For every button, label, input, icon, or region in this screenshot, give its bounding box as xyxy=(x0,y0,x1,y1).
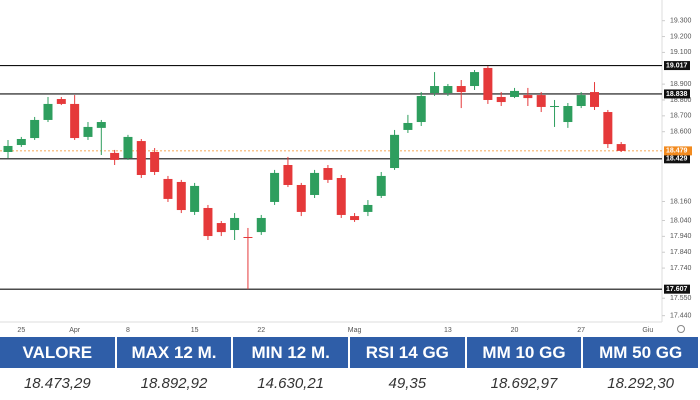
candle-body xyxy=(590,92,600,107)
x-tick-label: 13 xyxy=(444,327,452,334)
y-tick-label: 19.200 xyxy=(670,33,692,40)
candle-body xyxy=(483,67,493,100)
x-tick-label: Giu xyxy=(642,327,653,334)
candle-body xyxy=(403,122,413,130)
candle-body xyxy=(230,217,240,231)
candle-body xyxy=(150,151,160,172)
last-price-label: 18.479 xyxy=(666,148,688,155)
level-box xyxy=(664,89,690,99)
level-box xyxy=(664,154,690,164)
candle-body xyxy=(456,86,466,93)
candle-body xyxy=(3,145,13,152)
level-label: 17.607 xyxy=(666,286,688,293)
table-header: MM 50 GG xyxy=(583,337,700,368)
table-header: VALORE xyxy=(0,337,117,368)
candle-body xyxy=(576,95,586,107)
candle-body xyxy=(510,90,520,97)
candle-body xyxy=(163,178,173,199)
candle-body xyxy=(176,181,186,211)
candle-body xyxy=(350,216,360,221)
last-price-box xyxy=(664,146,692,156)
y-tick-label: 18.800 xyxy=(670,97,692,104)
x-tick-label: 25 xyxy=(17,327,25,334)
candle-body xyxy=(56,99,66,104)
table-header: RSI 14 GG xyxy=(349,337,467,368)
candle-body xyxy=(70,103,80,139)
table-cell: 49,35 xyxy=(350,368,467,400)
candle-body xyxy=(470,72,480,87)
level-label: 19.017 xyxy=(666,62,688,69)
candle-body xyxy=(336,178,346,215)
x-tick-label: 15 xyxy=(191,327,199,334)
candle-body xyxy=(96,122,106,128)
candle-body xyxy=(123,136,133,159)
y-tick-label: 18.900 xyxy=(670,81,692,88)
candle-body xyxy=(603,112,613,145)
y-tick-label: 19.300 xyxy=(670,18,692,25)
candle-body xyxy=(376,175,386,196)
table-cell: 18.473,29 xyxy=(0,368,117,400)
x-tick-label: 20 xyxy=(511,327,519,334)
x-tick-label: 22 xyxy=(257,327,265,334)
candle-body xyxy=(323,168,333,180)
table-header: MIN 12 M. xyxy=(233,337,350,368)
settings-icon[interactable] xyxy=(677,325,685,333)
candle-body xyxy=(190,185,200,212)
candle-body xyxy=(616,144,626,151)
y-tick-label: 17.940 xyxy=(670,233,692,240)
candle-body xyxy=(83,126,93,137)
x-tick-label: 27 xyxy=(577,327,585,334)
x-tick-label: Apr xyxy=(69,327,81,334)
table-cell: 18.692,97 xyxy=(467,368,584,400)
candle-body xyxy=(430,86,440,94)
candle-body xyxy=(523,95,533,99)
level-label: 18.429 xyxy=(666,156,688,163)
candle-body xyxy=(390,134,400,169)
y-tick-label: 17.440 xyxy=(670,313,692,320)
candle-body xyxy=(203,207,213,237)
candle-body xyxy=(416,96,426,123)
candle-body xyxy=(310,172,320,195)
candle-body xyxy=(110,152,120,160)
table-header: MM 10 GG xyxy=(466,337,584,368)
candle-body xyxy=(216,223,226,233)
table-header: MAX 12 M. xyxy=(116,337,234,368)
candle-body xyxy=(443,86,453,94)
level-box xyxy=(664,284,690,294)
level-label: 18.838 xyxy=(666,91,688,98)
candle-body xyxy=(243,236,253,238)
y-tick-label: 17.840 xyxy=(670,249,692,256)
y-tick-label: 18.700 xyxy=(670,113,692,120)
x-tick-label: Mag xyxy=(348,327,362,334)
y-tick-label: 18.160 xyxy=(670,198,692,205)
candle-body xyxy=(30,119,40,139)
candle-body xyxy=(256,217,266,233)
candle-body xyxy=(16,138,26,146)
level-box xyxy=(664,61,690,71)
stats-table: VALORE MAX 12 M. MIN 12 M. RSI 14 GG MM 10 G… xyxy=(0,337,700,400)
chart: 19.300 19.200 19.100 18.900 18.800 18.700 18.6… xyxy=(0,0,692,334)
y-tick-label: 17.740 xyxy=(670,265,692,272)
x-tick-label: 8 xyxy=(126,327,130,334)
table-cell: 18.292,30 xyxy=(583,368,700,400)
candle-body xyxy=(136,141,146,175)
candle-body xyxy=(283,165,293,185)
candle-body xyxy=(550,106,560,108)
candle-body xyxy=(43,103,53,120)
candle-body xyxy=(296,184,306,212)
y-tick-label: 19.100 xyxy=(670,49,692,56)
y-tick-label: 18.040 xyxy=(670,217,692,224)
candle-body xyxy=(563,106,573,123)
candle-body xyxy=(363,204,373,212)
candle-body xyxy=(496,96,506,103)
table-cell: 18.892,92 xyxy=(117,368,234,400)
candle-body xyxy=(536,95,546,107)
candle-body xyxy=(270,172,280,202)
y-tick-label: 18.600 xyxy=(670,129,692,136)
table-cell: 14.630,21 xyxy=(233,368,350,400)
y-tick-label: 17.550 xyxy=(670,295,692,302)
